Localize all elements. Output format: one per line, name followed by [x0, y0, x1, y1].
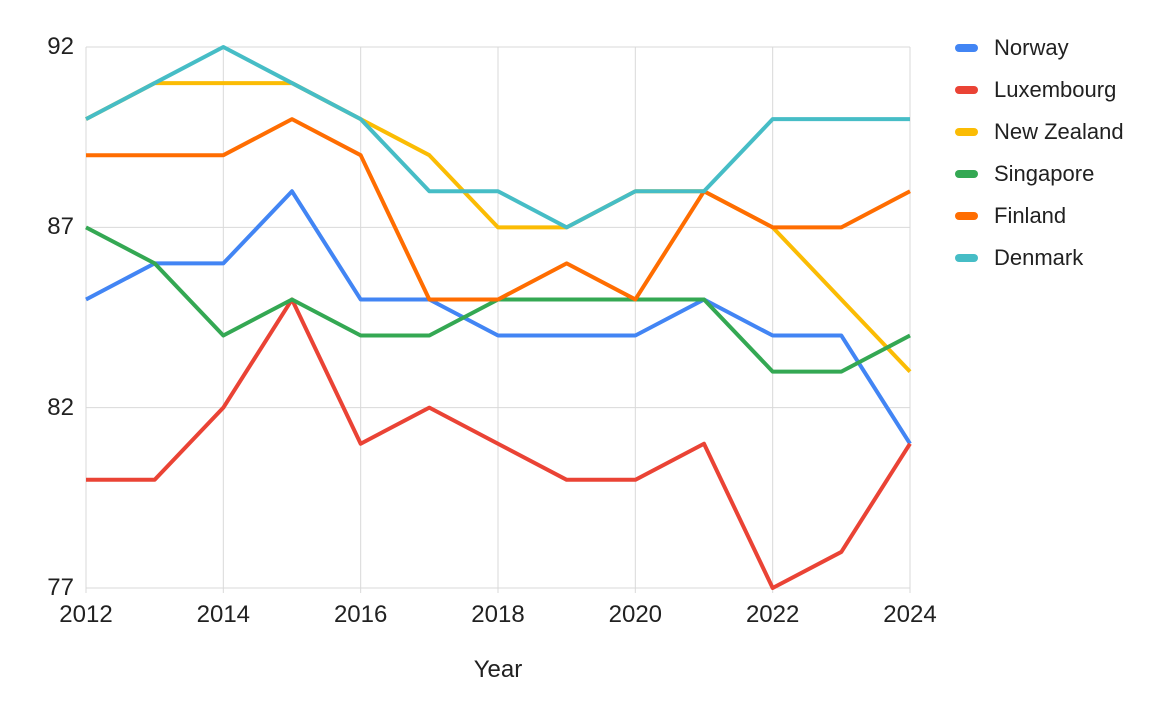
- x-tick-label-2024: 2024: [883, 601, 937, 628]
- legend-swatch-luxembourg: [955, 85, 978, 94]
- x-axis-title: Year: [473, 656, 523, 683]
- x-tick-label-2018: 2018: [471, 601, 525, 628]
- series-line-luxembourg: [86, 297, 912, 590]
- x-tick-label-2020: 2020: [608, 601, 663, 628]
- legend-item-new-zealand[interactable]: New Zealand: [955, 120, 1124, 143]
- y-tick-label-92: 92: [47, 33, 74, 60]
- series-line-norway: [85, 189, 912, 445]
- series-line-denmark: [85, 45, 910, 230]
- legend-item-singapore[interactable]: Singapore: [955, 162, 1124, 185]
- y-tick-label-87: 87: [47, 213, 74, 241]
- legend-swatch-finland: [955, 211, 978, 220]
- legend-label-luxembourg: Luxembourg: [994, 77, 1117, 102]
- legend-swatch-denmark: [955, 253, 978, 262]
- legend-item-norway[interactable]: Norway: [955, 36, 1124, 59]
- y-tick-label-77: 77: [47, 574, 74, 601]
- legend-swatch-new-zealand: [955, 127, 978, 136]
- legend-label-denmark: Denmark: [994, 245, 1084, 270]
- legend-label-new-zealand: New Zealand: [994, 119, 1124, 144]
- series-lines: [85, 45, 912, 590]
- legend-item-finland[interactable]: Finland: [955, 204, 1124, 227]
- series-line-finland: [86, 117, 911, 302]
- legend-swatch-norway: [955, 43, 978, 52]
- x-tick-label-2016: 2016: [333, 601, 388, 628]
- x-tick-label-2012: 2012: [59, 601, 113, 628]
- legend-label-singapore: Singapore: [994, 161, 1095, 186]
- legend-item-denmark[interactable]: Denmark: [955, 246, 1124, 269]
- legend-label-norway: Norway: [994, 35, 1069, 60]
- y-tick-label-82: 82: [47, 393, 74, 421]
- legend-swatch-singapore: [955, 169, 978, 178]
- legend-item-luxembourg[interactable]: Luxembourg: [955, 78, 1124, 101]
- legend-label-finland: Finland: [994, 203, 1067, 228]
- legend: Norway Luxembourg New Zealand Singapore Finl…: [955, 36, 1124, 288]
- x-tick-label-2022: 2022: [745, 601, 800, 628]
- x-tick-label-2014: 2014: [196, 601, 251, 628]
